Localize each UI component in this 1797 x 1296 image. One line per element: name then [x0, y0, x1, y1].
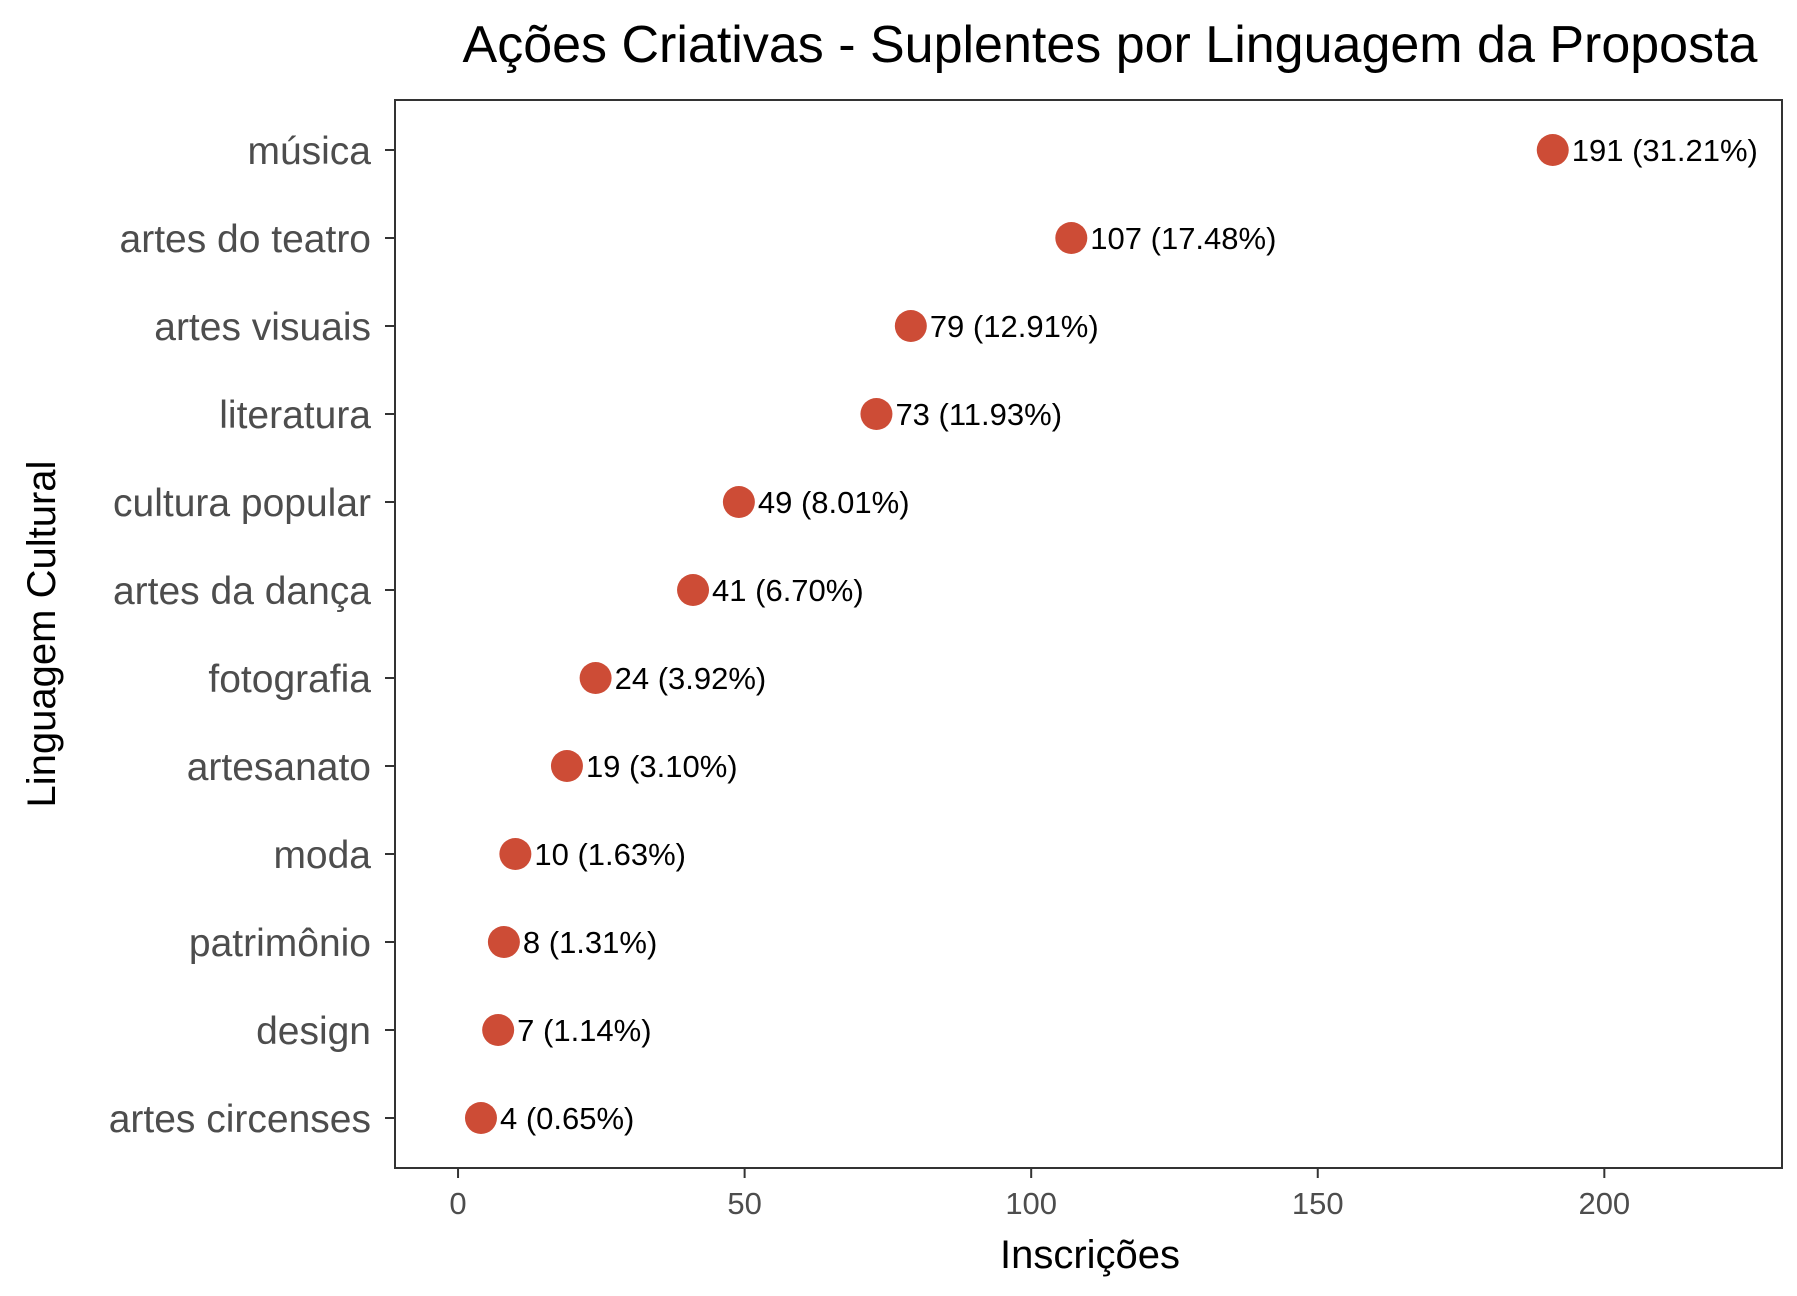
- y-tick-label: artesanato: [187, 746, 371, 789]
- y-tick-label: música: [247, 130, 371, 173]
- plot-content: 191 (31.21%) 107 (17.48%) 79 (12.91%) 73 (1…: [464, 133, 1758, 1136]
- data-label: 8 (1.31%): [523, 925, 657, 960]
- data-label: 10 (1.63%): [534, 837, 686, 872]
- data-point: [677, 574, 710, 606]
- panel-border: [394, 99, 1783, 1169]
- axes: música artes do teatro artes visuais litera…: [109, 130, 1630, 1221]
- y-tick-label: fotografia: [208, 658, 371, 701]
- x-tick-label: 150: [1292, 1186, 1344, 1221]
- data-point: [860, 398, 893, 430]
- x-tick-label: 0: [449, 1186, 466, 1221]
- y-tick-label: artes visuais: [154, 306, 371, 349]
- data-point: [499, 838, 532, 870]
- data-label: 41 (6.70%): [712, 573, 864, 608]
- data-point: [482, 1014, 515, 1046]
- chart-title: Ações Criativas - Suplentes por Linguage…: [463, 16, 1758, 74]
- y-tick-label: design: [256, 1010, 371, 1053]
- data-point: [894, 310, 927, 342]
- data-label: 191 (31.21%): [1572, 133, 1758, 168]
- data-point: [1055, 222, 1088, 254]
- y-tick-label: patrimônio: [189, 922, 371, 965]
- y-tick-label: moda: [273, 834, 371, 877]
- data-label: 107 (17.48%): [1090, 221, 1276, 256]
- y-tick-label: artes do teatro: [120, 218, 371, 261]
- data-label: 73 (11.93%): [895, 397, 1062, 432]
- data-point: [487, 926, 520, 958]
- data-point: [464, 1102, 497, 1134]
- data-point: [579, 662, 612, 694]
- data-label: 7 (1.14%): [517, 1013, 651, 1048]
- y-tick-label: literatura: [219, 394, 371, 437]
- data-label: 4 (0.65%): [500, 1101, 634, 1136]
- data-label: 79 (12.91%): [930, 309, 1099, 344]
- x-tick-label: 100: [1005, 1186, 1057, 1221]
- data-point: [722, 486, 755, 518]
- data-label: 24 (3.92%): [615, 661, 767, 696]
- data-point: [1536, 134, 1569, 166]
- y-tick-label: artes da dança: [113, 570, 371, 613]
- y-axis-title: Linguagem Cultural: [20, 461, 64, 808]
- y-tick-label: artes circenses: [109, 1098, 371, 1141]
- data-point: [550, 750, 583, 782]
- x-axis-title: Inscrições: [1000, 1233, 1180, 1277]
- y-tick-label: cultura popular: [113, 482, 371, 525]
- data-label: 49 (8.01%): [758, 485, 910, 520]
- x-tick-label: 200: [1578, 1186, 1630, 1221]
- x-tick-label: 50: [727, 1186, 761, 1221]
- data-label: 19 (3.10%): [586, 749, 738, 784]
